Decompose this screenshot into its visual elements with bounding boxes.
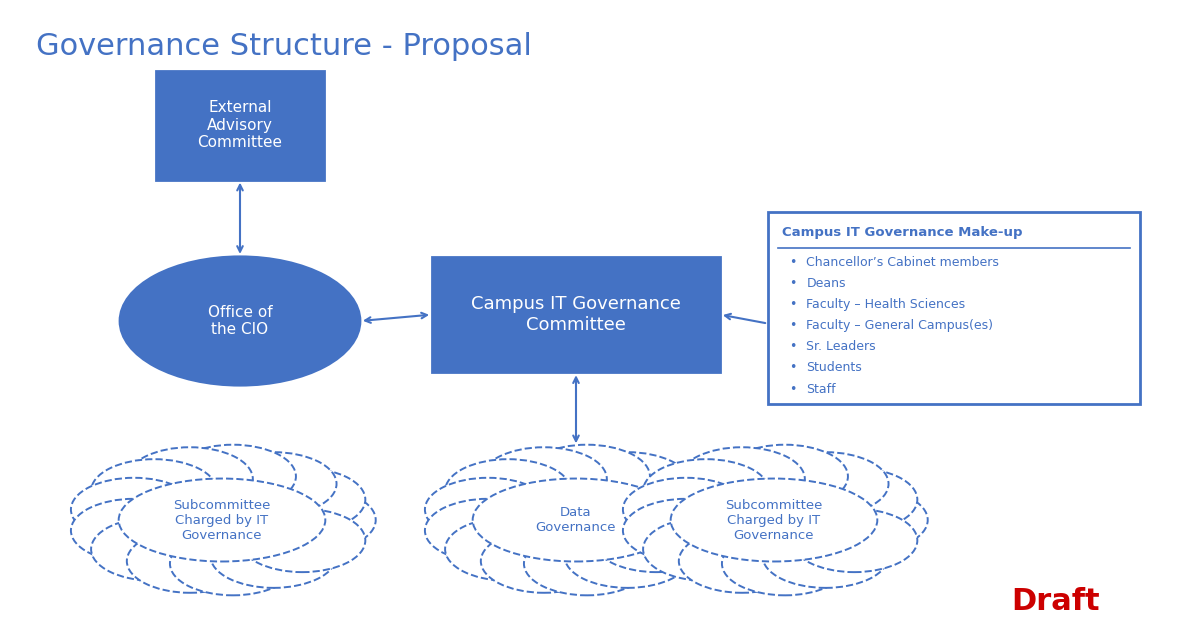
Ellipse shape	[127, 530, 253, 593]
Ellipse shape	[791, 508, 917, 572]
Ellipse shape	[445, 517, 571, 581]
Ellipse shape	[643, 459, 769, 523]
Text: Faculty – Health Sciences: Faculty – Health Sciences	[806, 298, 966, 311]
Ellipse shape	[623, 478, 749, 541]
Ellipse shape	[679, 447, 805, 510]
Text: Staff: Staff	[806, 383, 836, 395]
Ellipse shape	[722, 445, 848, 508]
Text: Office of
the CIO: Office of the CIO	[208, 305, 272, 337]
Text: Campus IT Governance
Committee: Campus IT Governance Committee	[472, 295, 680, 334]
Ellipse shape	[802, 489, 928, 551]
Ellipse shape	[623, 499, 749, 562]
Ellipse shape	[473, 478, 679, 562]
Ellipse shape	[71, 478, 197, 541]
Ellipse shape	[604, 489, 730, 551]
Text: Campus IT Governance Make-up: Campus IT Governance Make-up	[782, 226, 1022, 239]
Text: •: •	[790, 340, 797, 353]
Ellipse shape	[94, 466, 350, 574]
Text: Data
Governance: Data Governance	[535, 506, 617, 534]
Ellipse shape	[671, 478, 877, 562]
Ellipse shape	[524, 445, 650, 508]
Ellipse shape	[170, 445, 296, 508]
Ellipse shape	[448, 466, 704, 574]
Ellipse shape	[425, 499, 551, 562]
Ellipse shape	[119, 478, 325, 562]
Ellipse shape	[239, 468, 365, 532]
Ellipse shape	[722, 532, 848, 595]
Ellipse shape	[250, 489, 376, 551]
Text: •: •	[790, 298, 797, 311]
FancyBboxPatch shape	[768, 212, 1140, 404]
FancyBboxPatch shape	[432, 257, 720, 372]
Text: Deans: Deans	[806, 277, 846, 290]
Ellipse shape	[593, 468, 719, 532]
Ellipse shape	[445, 459, 571, 523]
Ellipse shape	[210, 525, 336, 588]
Text: •: •	[790, 319, 797, 332]
Text: Governance Structure - Proposal: Governance Structure - Proposal	[36, 32, 532, 61]
Ellipse shape	[564, 525, 690, 588]
Text: •: •	[790, 277, 797, 290]
Ellipse shape	[646, 466, 902, 574]
Text: External
Advisory
Committee: External Advisory Committee	[198, 100, 282, 150]
Text: Sr. Leaders: Sr. Leaders	[806, 340, 876, 353]
Ellipse shape	[425, 478, 551, 541]
Circle shape	[120, 257, 360, 385]
Ellipse shape	[127, 447, 253, 510]
Text: Subcommittee
Charged by IT
Governance: Subcommittee Charged by IT Governance	[173, 499, 271, 541]
Ellipse shape	[170, 532, 296, 595]
Ellipse shape	[524, 532, 650, 595]
Ellipse shape	[481, 447, 607, 510]
Ellipse shape	[481, 530, 607, 593]
Ellipse shape	[91, 459, 217, 523]
Ellipse shape	[643, 517, 769, 581]
FancyBboxPatch shape	[156, 71, 324, 180]
Ellipse shape	[593, 508, 719, 572]
Ellipse shape	[762, 525, 888, 588]
Ellipse shape	[762, 452, 888, 516]
Text: Faculty – General Campus(es): Faculty – General Campus(es)	[806, 319, 994, 332]
Ellipse shape	[91, 517, 217, 581]
Text: Chancellor’s Cabinet members: Chancellor’s Cabinet members	[806, 256, 1000, 268]
Text: Subcommittee
Charged by IT
Governance: Subcommittee Charged by IT Governance	[725, 499, 823, 541]
Text: •: •	[790, 361, 797, 374]
Text: Draft: Draft	[1012, 587, 1100, 616]
Ellipse shape	[71, 499, 197, 562]
Text: •: •	[790, 383, 797, 395]
Text: •: •	[790, 256, 797, 268]
Ellipse shape	[679, 530, 805, 593]
Ellipse shape	[239, 508, 365, 572]
Ellipse shape	[210, 452, 336, 516]
Ellipse shape	[564, 452, 690, 516]
Text: Students: Students	[806, 361, 862, 374]
Ellipse shape	[791, 468, 917, 532]
